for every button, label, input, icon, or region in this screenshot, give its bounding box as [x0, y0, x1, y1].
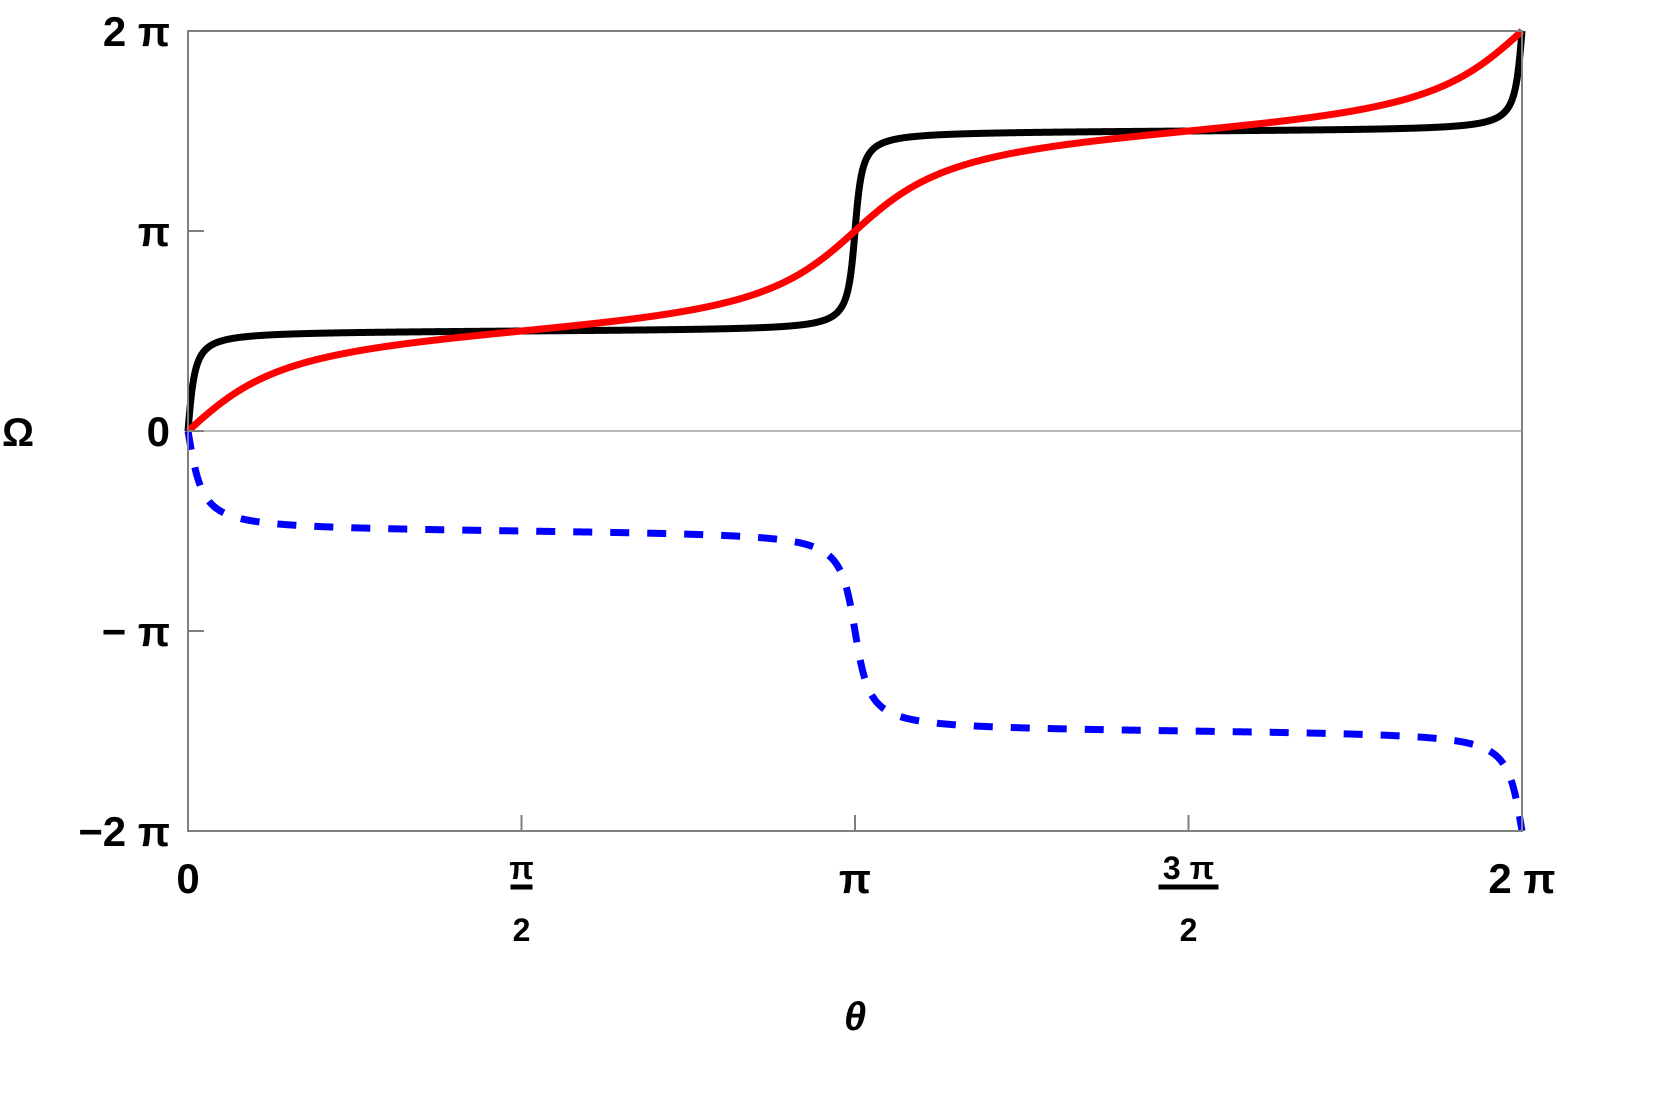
x-tick-denominator: 2 [513, 912, 531, 948]
y-tick-label: π [138, 208, 170, 255]
y-tick-label: − π [102, 608, 170, 655]
x-tick-denominator: 2 [1180, 912, 1198, 948]
y-tick-label: −2 π [78, 808, 170, 855]
x-tick-label: 2 π [1488, 855, 1555, 902]
x-axis-label: θ [844, 995, 866, 1039]
x-tick-label: 0 [176, 855, 199, 902]
axis-ticks: 2 ππ0− π−2 π0 π2π 3 π22 π [78, 8, 1555, 948]
y-axis-label: Ω [2, 411, 34, 455]
y-tick-label: 0 [147, 408, 170, 455]
series-blue-dashed [184, 430, 1526, 832]
series-layer [184, 27, 1526, 832]
x-tick-numerator: 3 π [1163, 850, 1214, 886]
x-tick-label: π [839, 855, 871, 902]
plot-frame [187, 30, 1523, 832]
x-tick-numerator: π [509, 850, 534, 886]
series-red-solid [184, 27, 1526, 435]
y-tick-label: 2 π [103, 8, 170, 55]
